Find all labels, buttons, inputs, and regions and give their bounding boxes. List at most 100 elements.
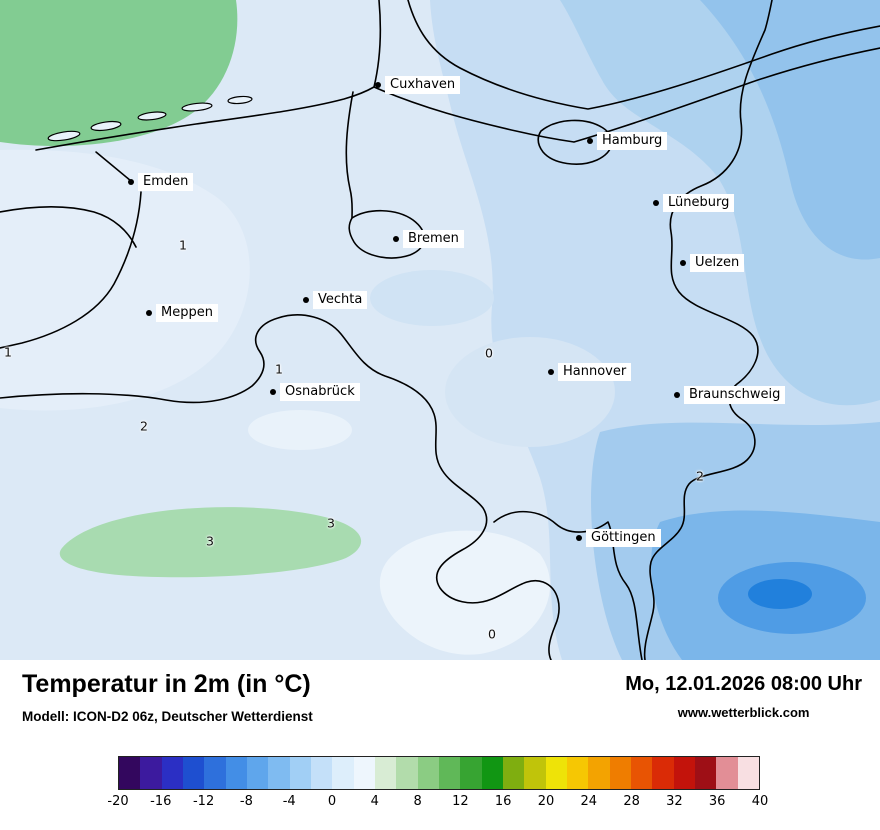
colorbar-segment-6 [246,757,269,789]
colorbar-tick-label: 28 [623,794,640,809]
colorbar: -20 -16 -12 -8 -4 0 4 8 12 16 20 24 28 32 36 40 [107,756,768,814]
city-marker-osnabrck: Osnabrück [270,383,360,401]
colorbar-tick-label: 20 [537,794,555,809]
colorbar-segment-27 [694,757,717,789]
colorbar-segment-13 [396,757,418,789]
city-label: Göttingen [586,529,661,547]
east-border [643,0,773,660]
colorbar-segment-12 [374,757,397,789]
bremen-border [348,209,426,259]
footer: Temperatur in 2m (in °C) Modell: ICON-D2… [0,660,880,830]
coast-islands [47,95,253,142]
colorbar-ticks: -20 -16 -12 -8 -4 0 4 8 12 16 20 24 28 32 36 40 [107,794,768,814]
city-label: Braunschweig [684,386,786,404]
city-label: Hannover [558,363,632,381]
city-marker-lneburg: Lüneburg [653,194,735,212]
colorbar-segment-15 [438,757,461,789]
city-dot-icon [653,200,659,206]
city-marker-bremen: Bremen [393,230,464,248]
colorbar-segment-11 [353,757,375,789]
city-dot-icon [303,297,309,303]
city-marker-cuxhaven: Cuxhaven [375,76,461,94]
city-marker-hannover: Hannover [548,363,632,381]
west-border [0,191,142,349]
city-label: Cuxhaven [385,76,461,94]
colorbar-segment-8 [289,757,311,789]
colorbar-tick-label: 24 [580,794,598,809]
temp-value-label: 1 [4,344,12,360]
city-dot-icon [393,236,399,242]
elbe-north-border [407,0,880,110]
city-dot-icon [128,179,134,185]
colorbar-tick-label: 8 [413,794,422,809]
datetime-label: Mo, 12.01.2026 08:00 Uhr [625,673,862,695]
colorbar-segment-4 [204,757,226,789]
city-label: Emden [138,173,194,191]
colorbar-tick-label: -20 [107,794,129,809]
city-marker-gttingen: Göttingen [576,529,661,547]
temp-value-label: 2 [696,468,704,484]
estuary-border [373,0,382,88]
elbe-south-border [373,47,880,143]
colorbar-segment-23 [609,757,631,789]
weser-border [345,91,354,219]
colorbar-segment-22 [588,757,610,789]
city-marker-uelzen: Uelzen [680,254,745,272]
colorbar-scale [118,756,760,790]
colorbar-segment-10 [332,757,354,789]
city-dot-icon [270,389,276,395]
colorbar-segment-26 [673,757,695,789]
colorbar-segment-17 [481,757,503,789]
city-label: Hamburg [597,132,668,150]
city-marker-hamburg: Hamburg [587,132,668,150]
colorbar-tick-label: -4 [282,794,296,809]
city-dot-icon [674,392,680,398]
city-label: Meppen [156,304,218,322]
city-dot-icon [548,369,554,375]
colorbar-segment-1 [140,757,162,789]
temperature-fields [0,0,880,660]
city-label: Uelzen [690,254,745,272]
colorbar-tick-label: 12 [452,794,469,809]
city-dot-icon [146,310,152,316]
city-label: Lüneburg [663,194,735,212]
model-info: Modell: ICON-D2 06z, Deutscher Wetterdie… [22,709,313,724]
state-borders [0,0,880,660]
colorbar-segment-16 [460,757,482,789]
map-title: Temperatur in 2m (in °C) [22,670,311,698]
colorbar-segment-5 [225,757,247,789]
city-dot-icon [576,535,582,541]
footer-right: Mo, 12.01.2026 08:00 Uhr www.wetterblick… [625,673,862,720]
colorbar-segment-24 [630,757,653,789]
map-canvas [0,0,880,660]
colorbar-segment-28 [716,757,738,789]
colorbar-tick-label: -8 [239,794,253,809]
coastline-border [35,86,375,151]
colorbar-segment-29 [737,757,759,789]
temp-value-label: 1 [275,361,283,377]
city-marker-vechta: Vechta [303,291,368,309]
map-area: 1 1 0 1 2 3 3 2 0 Cuxhaven Hamburg Emden Lüneburg Br… [0,0,880,660]
colorbar-segment-7 [268,757,290,789]
city-label: Bremen [403,230,464,248]
city-dot-icon [680,260,686,266]
colorbar-segment-2 [161,757,183,789]
city-dot-icon [375,82,381,88]
hamburg-border [537,119,613,165]
colorbar-tick-label: 16 [494,794,512,809]
colorbar-tick-label: -12 [192,794,215,809]
colorbar-tick-label: 4 [370,794,379,809]
colorbar-segment-0 [119,757,141,789]
city-dot-icon [587,138,593,144]
colorbar-tick-label: 36 [708,794,726,809]
southeast-border [493,510,643,660]
colorbar-segment-9 [310,757,333,789]
colorbar-segment-20 [545,757,567,789]
website-label: www.wetterblick.com [677,705,810,720]
temp-value-label: 3 [206,533,214,549]
temp-value-label: 2 [140,418,148,434]
city-marker-meppen: Meppen [146,304,218,322]
temp-value-label: 3 [327,515,335,531]
colorbar-segment-25 [652,757,674,789]
